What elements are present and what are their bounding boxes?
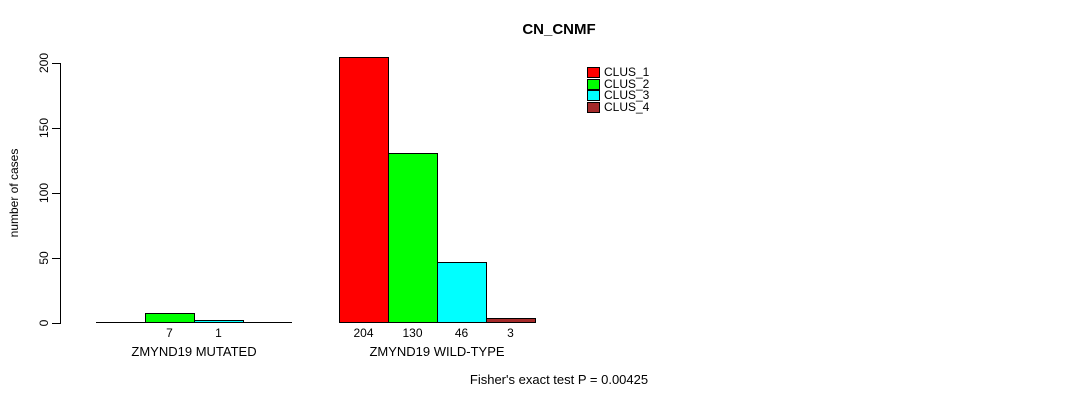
legend-label: CLUS_2 bbox=[604, 77, 650, 91]
bar-CLUS_1 bbox=[339, 57, 389, 323]
y-tick-mark bbox=[52, 323, 60, 324]
bar-CLUS_2 bbox=[388, 153, 438, 323]
y-tick-label: 0 bbox=[37, 319, 51, 327]
legend-item-CLUS_4: CLUS_4 bbox=[587, 100, 650, 114]
legend-item-CLUS_2: CLUS_2 bbox=[587, 77, 650, 91]
bar-CLUS_1 bbox=[96, 322, 145, 323]
legend-item-CLUS_3: CLUS_3 bbox=[587, 88, 650, 102]
legend-swatch-CLUS_2 bbox=[587, 78, 600, 90]
bar-value-label: 1 bbox=[215, 326, 222, 340]
bar-CLUS_4 bbox=[486, 318, 536, 323]
legend-swatch-CLUS_4 bbox=[587, 101, 600, 113]
bar-value-label: 204 bbox=[353, 326, 374, 340]
y-axis-title: number of cases bbox=[7, 148, 21, 238]
x-category-label: ZMYND19 WILD-TYPE bbox=[369, 344, 505, 359]
y-tick-mark bbox=[52, 63, 60, 64]
legend-label: CLUS_1 bbox=[604, 65, 650, 79]
bar-value-label: 46 bbox=[454, 326, 469, 340]
bar-value-label: 3 bbox=[507, 326, 514, 340]
chart-title: CN_CNMF bbox=[522, 21, 596, 38]
bar-value-label: 7 bbox=[166, 326, 173, 340]
y-axis-line bbox=[60, 63, 61, 324]
bar-value-label: 130 bbox=[402, 326, 423, 340]
y-tick-label: 150 bbox=[37, 117, 51, 139]
y-tick-label: 50 bbox=[37, 251, 51, 265]
y-tick-label: 100 bbox=[37, 182, 51, 204]
bar-CLUS_2 bbox=[145, 313, 195, 323]
legend-swatch-CLUS_1 bbox=[587, 66, 600, 78]
y-tick-mark bbox=[52, 193, 60, 194]
legend-swatch-CLUS_3 bbox=[587, 89, 600, 101]
legend-label: CLUS_4 bbox=[604, 100, 650, 114]
y-tick-label: 200 bbox=[37, 52, 51, 74]
fisher-test-annotation: Fisher's exact test P = 0.00425 bbox=[469, 372, 649, 387]
bar-CLUS_3 bbox=[437, 262, 487, 323]
bar-CLUS_3 bbox=[194, 320, 244, 323]
legend-item-CLUS_1: CLUS_1 bbox=[587, 65, 650, 79]
legend-label: CLUS_3 bbox=[604, 88, 650, 102]
bar-CLUS_4 bbox=[243, 322, 292, 323]
x-category-label: ZMYND19 MUTATED bbox=[131, 344, 257, 359]
y-tick-mark bbox=[52, 258, 60, 259]
y-tick-mark bbox=[52, 128, 60, 129]
